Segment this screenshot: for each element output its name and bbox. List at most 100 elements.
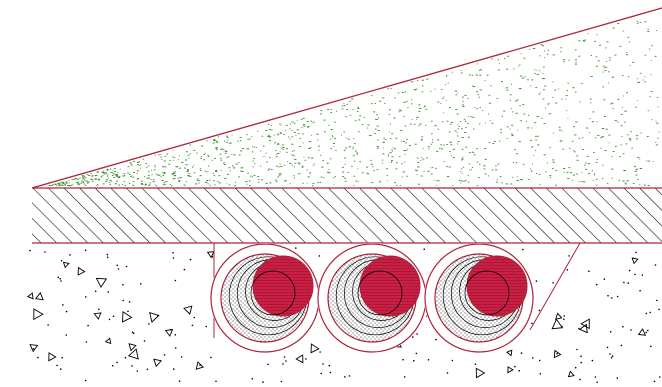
aggregate-dot (654, 264, 657, 266)
aggregate-dot (328, 364, 331, 367)
aggregate-dot (522, 248, 524, 251)
aggregate-dot (148, 323, 150, 325)
aggregate-dot (107, 291, 110, 293)
aggregate-dot (634, 273, 636, 276)
aggregate-dot (193, 316, 195, 319)
aggregate-dot (295, 247, 297, 249)
aggregate-dot (415, 352, 418, 355)
aggregate-dot (578, 327, 580, 330)
aggregate-triangle (48, 352, 57, 362)
aggregate-dot (116, 361, 118, 364)
aggregate-dot (146, 368, 149, 371)
aggregate-dot (659, 376, 661, 378)
aggregate-dot (215, 380, 217, 383)
aggregate-dot (435, 338, 437, 341)
aggregate-triangle (637, 328, 647, 336)
aggregate-dot (143, 340, 146, 342)
aggregate-dot (84, 379, 87, 382)
aggregate-dot (320, 372, 323, 375)
aggregate-dot (635, 251, 637, 254)
aggregate-dot (85, 296, 87, 298)
aggregate-dot (178, 380, 181, 383)
aggregate-dot (609, 331, 612, 333)
aggregate-dot (60, 260, 63, 262)
aggregate-dot (451, 359, 454, 362)
pipe (424, 243, 534, 353)
aggregate-dot (98, 308, 100, 311)
aggregate-dot (412, 336, 414, 338)
aggregate-dot (606, 346, 609, 349)
aggregate-dot (106, 256, 109, 259)
aggregate-dot (262, 381, 264, 383)
aggregate-dot (538, 359, 541, 362)
aggregate-dot (603, 278, 606, 280)
aggregate-triangle (506, 349, 513, 357)
aggregate-dot (87, 324, 89, 327)
aggregate-dot (627, 282, 630, 284)
pipe-group (210, 243, 534, 353)
aggregate-dot (191, 324, 194, 327)
aggregate-dot (172, 257, 175, 259)
aggregate-dot (427, 359, 430, 361)
aggregate-dot (620, 344, 623, 347)
bedding-right-line (529, 242, 581, 331)
aggregate-dot (47, 324, 49, 326)
pipe-inner-wall (434, 253, 524, 343)
aggregate-triangle (149, 312, 160, 323)
aggregate-dot (59, 278, 61, 280)
aggregate-triangle (206, 251, 215, 259)
aggregate-dot (318, 255, 321, 257)
pipe-inner-ring (464, 270, 510, 316)
aggregate-dot (117, 268, 120, 270)
aggregate-dot (189, 258, 192, 261)
aggregate-dot (580, 355, 582, 358)
aggregate-triangle (33, 308, 44, 321)
aggregate-dot (609, 353, 611, 355)
aggregate-dot (645, 331, 648, 334)
aggregate-dot (125, 265, 128, 268)
aggregate-dot (595, 283, 598, 286)
aggregate-dot (574, 366, 577, 369)
aggregate-dot (56, 364, 58, 367)
aggregate-dot (611, 297, 613, 299)
aggregate-dot (591, 359, 594, 362)
aggregate-dot (552, 282, 554, 284)
aggregate-triangle (122, 310, 133, 323)
aggregate-dot (647, 329, 649, 332)
aggregate-dot (596, 381, 598, 384)
aggregate-triangle (551, 318, 564, 330)
aggregate-dot (319, 351, 321, 353)
aggregate-dot (44, 251, 46, 253)
aggregate-triangle (555, 312, 563, 320)
aggregate-triangle (475, 367, 486, 379)
pipe-inner-wall (327, 253, 417, 343)
aggregate-dot (649, 311, 651, 314)
aggregate-triangle (578, 323, 588, 334)
aggregate-dot (322, 363, 324, 365)
aggregate-dot (116, 264, 118, 267)
aggregate-dot (579, 378, 581, 381)
aggregate-dot (616, 377, 619, 379)
aggregate-dot (656, 299, 658, 302)
aggregate-dot (563, 318, 565, 321)
aggregate-dot (183, 268, 186, 271)
aggregate-dot (128, 301, 131, 303)
aggregate-dot (535, 280, 538, 282)
aggregate-dot (576, 348, 578, 351)
hatched-slab-layer (32, 187, 662, 244)
pipe-core (359, 255, 421, 317)
aggregate-dot (607, 294, 609, 297)
aggregate-dot (210, 356, 212, 359)
pipe-inner-wall (220, 253, 310, 343)
aggregate-dot (520, 352, 523, 354)
aggregate-dot (32, 348, 35, 350)
aggregate-dot (563, 315, 565, 317)
aggregate-triangle (95, 277, 108, 288)
aggregate-triangle (127, 348, 139, 360)
aggregate-dot (112, 315, 115, 318)
aggregate-dot (474, 363, 477, 366)
aggregate-dot (630, 329, 632, 331)
hatched-slab (32, 188, 662, 243)
aggregate-dot (111, 365, 114, 367)
aggregate-dot (267, 363, 269, 366)
